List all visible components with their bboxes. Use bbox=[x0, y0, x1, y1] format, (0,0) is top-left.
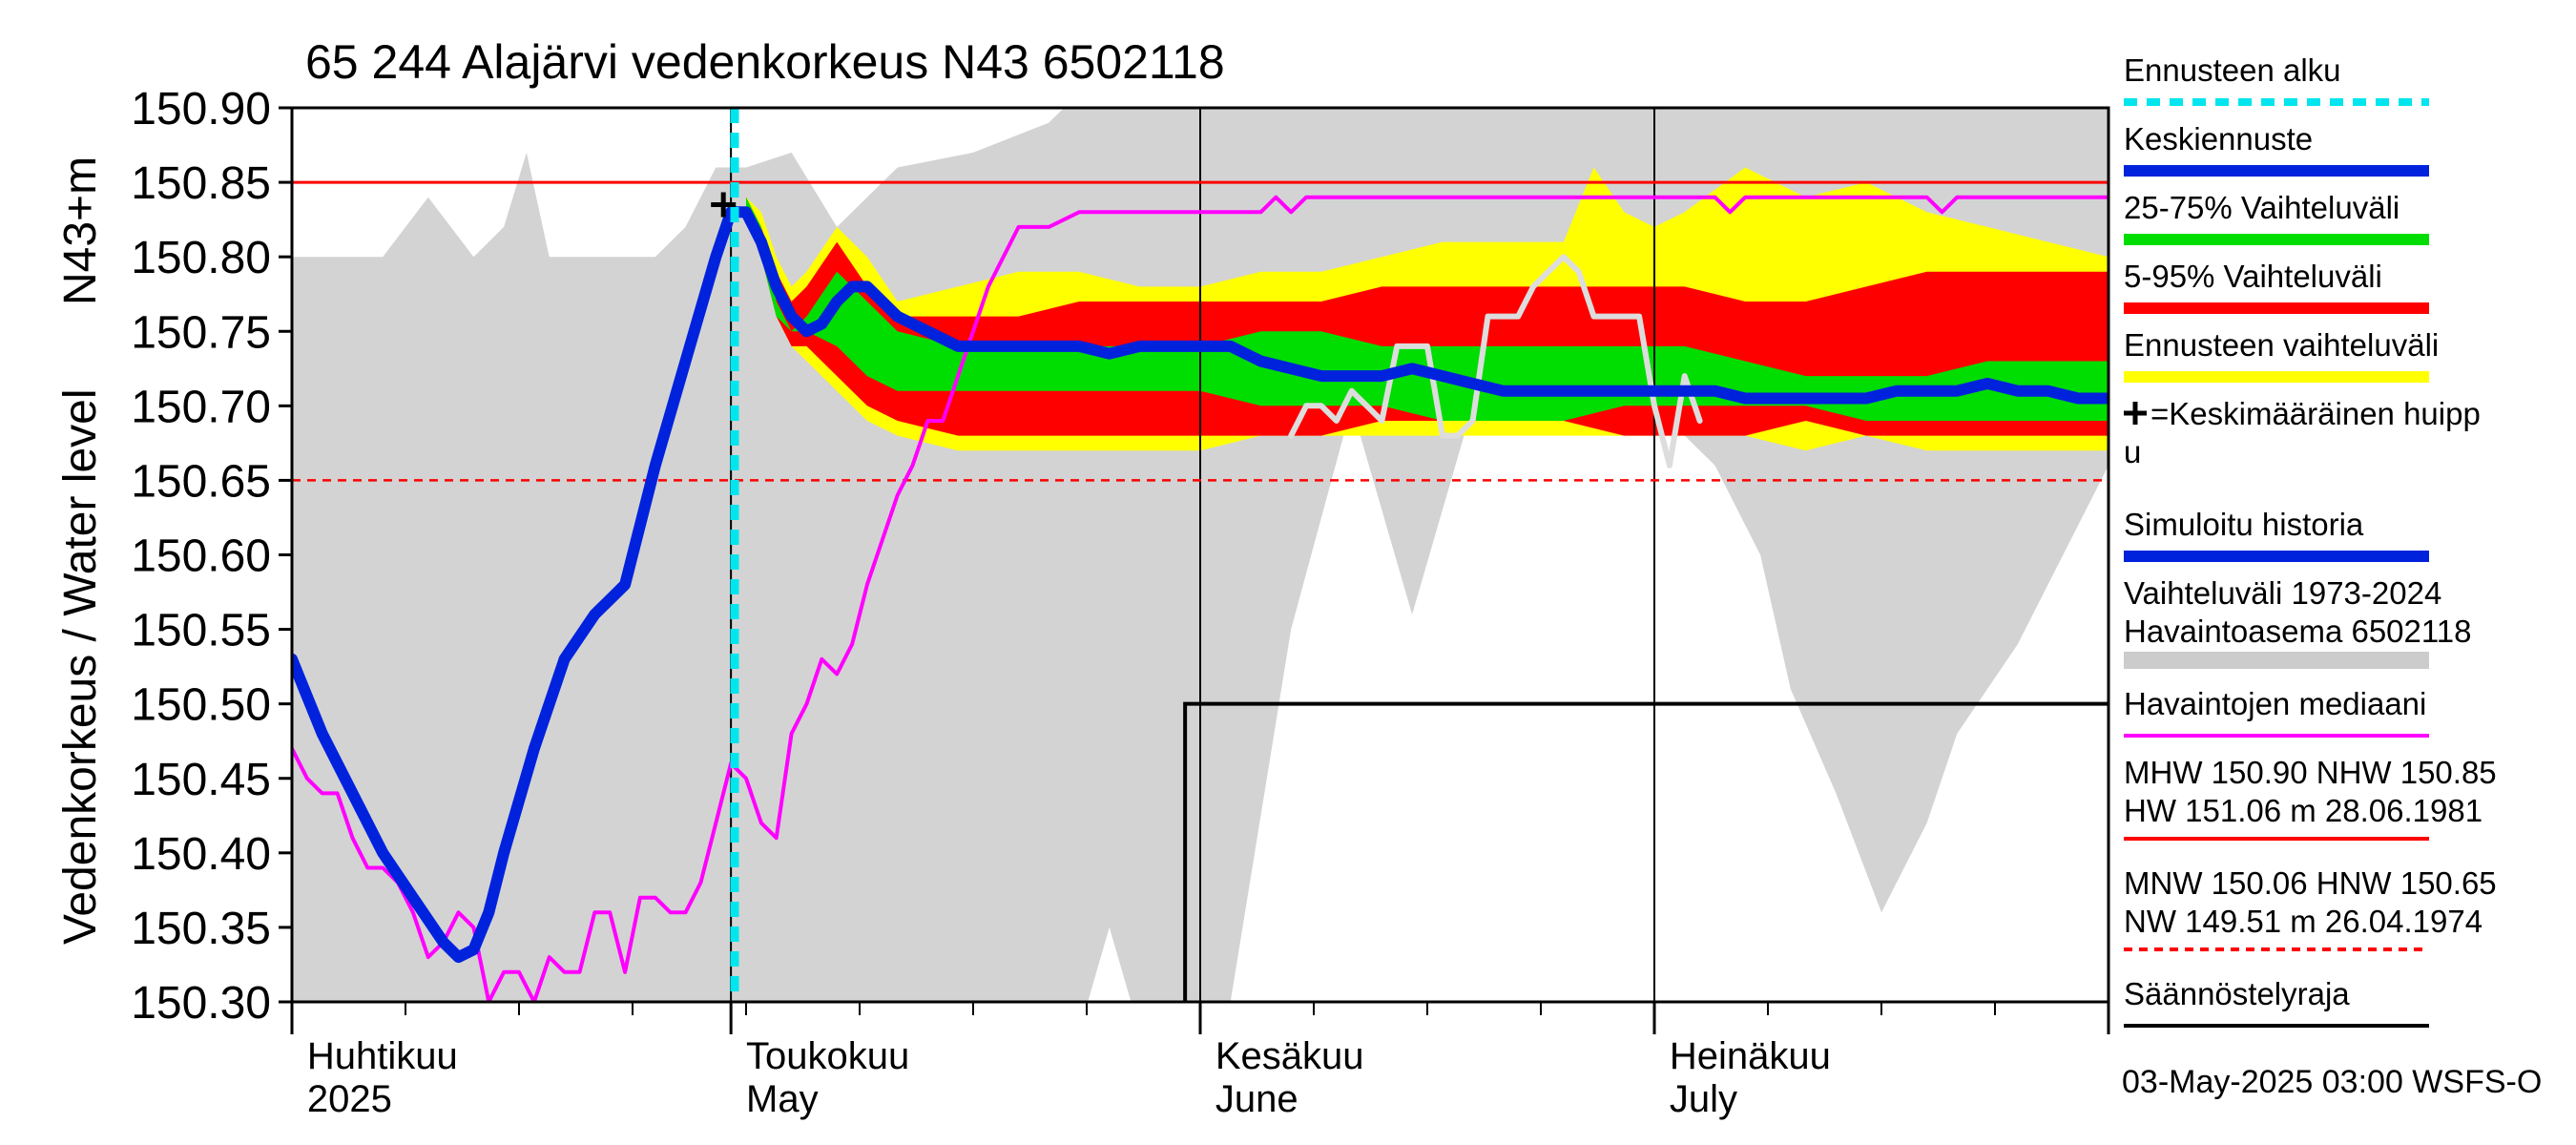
chart-title: 65 244 Alajärvi vedenkorkeus N43 6502118 bbox=[305, 35, 1225, 89]
regulation-limit-line bbox=[1183, 701, 2109, 1002]
y-tick-label-8: 150.50 bbox=[131, 680, 271, 731]
series-line-0 bbox=[1288, 254, 1703, 468]
y-tick-label-11: 150.35 bbox=[131, 904, 271, 954]
legend-label-9: MHW 150.90 NHW 150.85 bbox=[2124, 755, 2497, 790]
legend-sublabel-10: NW 149.51 m 26.04.1974 bbox=[2124, 904, 2483, 939]
legend-label-0: Ennusteen alku bbox=[2124, 52, 2341, 88]
legend-label-1: Keskiennuste bbox=[2124, 121, 2313, 156]
y-tick-label-5: 150.65 bbox=[131, 456, 271, 507]
y-tick-label-6: 150.60 bbox=[131, 531, 271, 582]
x-month-label-1: Toukokuu bbox=[746, 1035, 909, 1077]
legend-sublabel-5: u bbox=[2124, 434, 2141, 469]
y-tick-label-4: 150.70 bbox=[131, 382, 271, 432]
footer-timestamp: 03-May-2025 03:00 WSFS-O bbox=[2122, 1064, 2542, 1100]
y-tick-label-3: 150.75 bbox=[131, 307, 271, 358]
markers-layer bbox=[711, 108, 739, 1002]
x-month-sublabel-0: 2025 bbox=[307, 1078, 392, 1120]
y-tick-label-7: 150.55 bbox=[131, 606, 271, 656]
legend-label-7: Vaihteluväli 1973-2024 bbox=[2124, 575, 2441, 611]
legend-label-10: MNW 150.06 HNW 150.65 bbox=[2124, 865, 2497, 901]
mean-peak-marker bbox=[711, 192, 737, 218]
plot-area bbox=[290, 106, 2110, 1004]
legend-label-8: Havaintojen mediaani bbox=[2124, 686, 2426, 721]
series-line-1 bbox=[292, 195, 2109, 1002]
legend-label-3: 5-95% Vaihteluväli bbox=[2124, 259, 2382, 294]
legend-symbol-7 bbox=[2124, 652, 2429, 669]
legend-label-5: =Keskimääräinen huipp bbox=[2150, 396, 2481, 431]
legend-sublabel-7: Havaintoasema 6502118 bbox=[2124, 614, 2471, 649]
legend-label-11: Säännöstelyraja bbox=[2124, 976, 2350, 1011]
y-axis-label: Vedenkorkeus / Water level bbox=[55, 388, 106, 945]
x-month-sublabel-3: July bbox=[1670, 1078, 1737, 1120]
y-tick-label-10: 150.40 bbox=[131, 829, 271, 880]
y-tick-label-1: 150.85 bbox=[131, 158, 271, 209]
legend-label-6: Simuloitu historia bbox=[2124, 507, 2364, 542]
x-month-label-0: Huhtikuu bbox=[307, 1035, 458, 1077]
y-axis-unit-label: N43+m bbox=[55, 156, 106, 305]
x-month-label-2: Kesäkuu bbox=[1215, 1035, 1364, 1077]
x-month-sublabel-2: June bbox=[1215, 1078, 1298, 1120]
x-month-label-3: Heinäkuu bbox=[1670, 1035, 1831, 1077]
series-lines-layer bbox=[292, 195, 2109, 1002]
y-axis: 150.90 150.85 150.80 150.75 150.70 150.65 150.… bbox=[131, 84, 292, 1029]
forecast-band-2 bbox=[746, 197, 2109, 421]
legend-sublabel-9: HW 151.06 m 28.06.1981 bbox=[2124, 793, 2483, 828]
legend-symbol-5 bbox=[2124, 402, 2147, 425]
forecast-bands-layer bbox=[746, 167, 2109, 451]
y-tick-label-2: 150.80 bbox=[131, 233, 271, 283]
legend: Ennusteen alku Keskiennuste 25-75% Vaihtel… bbox=[2124, 52, 2497, 1028]
x-month-sublabel-1: May bbox=[746, 1078, 819, 1120]
y-tick-label-12: 150.30 bbox=[131, 978, 271, 1029]
legend-label-2: 25-75% Vaihteluväli bbox=[2124, 190, 2399, 225]
y-tick-label-0: 150.90 bbox=[131, 84, 271, 135]
y-tick-label-9: 150.45 bbox=[131, 755, 271, 805]
series-line-2 bbox=[292, 206, 2109, 964]
legend-label-4: Ennusteen vaihteluväli bbox=[2124, 327, 2439, 363]
reference-lines bbox=[292, 180, 2109, 1002]
